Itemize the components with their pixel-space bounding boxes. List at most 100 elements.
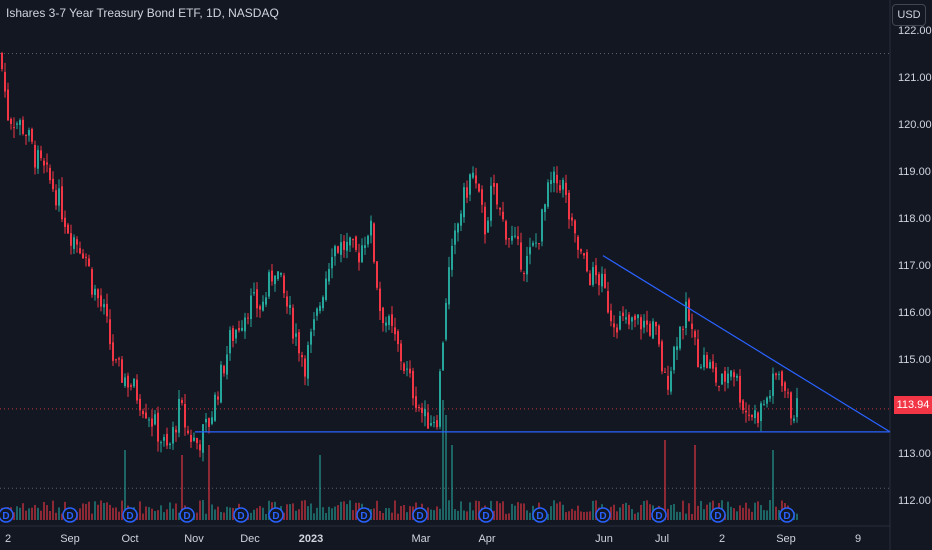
candle-body <box>118 358 120 360</box>
volume-bar <box>49 510 51 520</box>
volume-bar <box>340 501 342 520</box>
candle-body <box>775 373 777 376</box>
candle-body <box>760 403 762 422</box>
dividend-marker-label: D <box>272 511 279 522</box>
candle-body <box>301 355 303 358</box>
volume-bar <box>118 511 120 520</box>
volume-bar <box>385 507 387 520</box>
dividend-marker-label: D <box>536 511 543 522</box>
candle-body <box>103 304 105 308</box>
x-tick-label: Dec <box>240 533 260 545</box>
volume-bar <box>103 502 105 520</box>
volume-bar <box>595 500 597 520</box>
candle-body <box>271 270 273 282</box>
candle-body <box>205 418 207 423</box>
volume-bar <box>505 513 507 520</box>
volume-bar <box>427 507 429 520</box>
candle-body <box>232 328 234 341</box>
candle-body <box>748 414 750 416</box>
candle-body <box>658 325 660 345</box>
candle-body <box>442 342 444 371</box>
volume-bar <box>520 503 522 520</box>
candle-body <box>259 306 261 310</box>
candle-body <box>490 185 492 221</box>
candle-body <box>25 135 27 137</box>
volume-bar <box>706 504 708 520</box>
dividend-marker-label: D <box>2 511 9 522</box>
candle-body <box>190 434 192 442</box>
candle-body <box>661 341 663 372</box>
volume-bar <box>592 500 594 520</box>
candle-body <box>472 172 474 178</box>
candle-body <box>226 354 228 375</box>
dividend-marker-icon <box>651 507 667 523</box>
candle-body <box>781 371 783 386</box>
volume-bar <box>766 510 768 520</box>
candle-body <box>79 248 81 254</box>
candle-body <box>382 307 384 324</box>
volume-bar <box>349 500 351 520</box>
candle-body <box>49 167 51 181</box>
candle-body <box>160 442 162 444</box>
candle-body <box>766 397 768 404</box>
volume-bar <box>391 512 393 520</box>
x-tick-label: Nov <box>184 533 204 545</box>
volume-bar <box>619 507 621 520</box>
volume-bar <box>262 507 264 520</box>
candle-body <box>55 190 57 206</box>
candle-body <box>316 308 318 316</box>
symbol-title: Ishares 3-7 Year Treasury Bond ETF, 1D, … <box>6 6 279 20</box>
volume-bar <box>457 510 459 520</box>
candle-body <box>574 220 576 234</box>
candle-body <box>400 343 402 362</box>
volume-bar <box>478 501 480 520</box>
volume-bar <box>709 502 711 520</box>
candle-body <box>547 182 549 207</box>
candle-body <box>688 299 690 321</box>
volume-bar <box>772 450 774 520</box>
candle-body <box>403 363 405 371</box>
volume-bar <box>322 507 324 520</box>
candle-body <box>154 414 156 425</box>
candle-body <box>193 437 195 441</box>
volume-bar <box>574 510 576 520</box>
x-tick-label: Jun <box>595 533 613 545</box>
volume-bar <box>124 450 126 520</box>
volume-bar <box>298 509 300 520</box>
volume-bar <box>139 501 141 520</box>
volume-bar <box>166 509 168 520</box>
candle-body <box>163 437 165 441</box>
candle-body <box>169 443 171 446</box>
candle-body <box>124 377 126 387</box>
candle-body <box>43 160 45 166</box>
candle-body <box>340 242 342 255</box>
y-tick-label: 116.00 <box>898 307 931 319</box>
volume-bar <box>646 500 648 520</box>
candle-body <box>535 242 537 244</box>
x-tick-label: Sep <box>776 533 796 545</box>
candle-body <box>793 418 795 421</box>
volume-bar <box>673 503 675 520</box>
candle-body <box>94 288 96 296</box>
candle-body <box>199 444 201 451</box>
candle-body <box>517 236 519 240</box>
volume-bar <box>397 513 399 520</box>
y-tick-label: 118.00 <box>898 213 931 225</box>
volume-bar <box>337 505 339 520</box>
candle-body <box>601 273 603 287</box>
candle-body <box>772 373 774 396</box>
descending-trendline <box>602 255 891 433</box>
candle-body <box>112 342 114 361</box>
volume-bar <box>466 511 468 520</box>
candle-body <box>430 423 432 426</box>
currency-button[interactable]: USD <box>892 4 926 26</box>
volume-bar <box>295 510 297 520</box>
candle-body <box>784 382 786 391</box>
volume-bar <box>13 512 15 520</box>
candle-body <box>19 120 21 126</box>
candle-body <box>466 187 468 198</box>
volume-bar <box>382 513 384 520</box>
y-tick-label: 122.00 <box>898 25 932 37</box>
volume-bar <box>88 501 90 520</box>
